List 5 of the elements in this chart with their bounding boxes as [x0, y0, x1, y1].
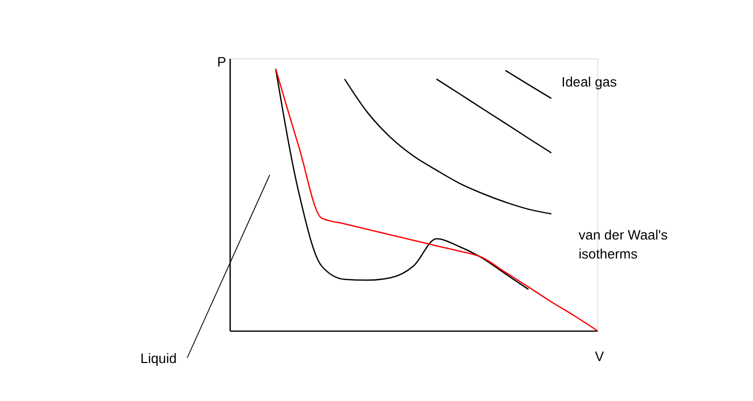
annotation: Ideal gas	[562, 74, 617, 90]
annotation: van der Waal's isotherms	[578, 228, 668, 262]
y-axis-title: P	[217, 54, 226, 70]
x-axis-title: V	[594, 348, 605, 364]
text: Liquid	[140, 350, 177, 366]
